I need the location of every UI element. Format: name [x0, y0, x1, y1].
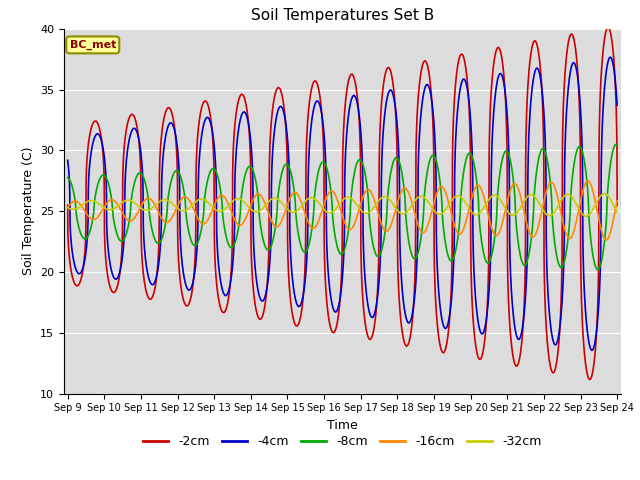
- -8cm: [612, 142, 620, 147]
- -32cm: [582, 214, 590, 219]
- Title: Soil Temperatures Set B: Soil Temperatures Set B: [251, 9, 434, 24]
- -32cm: [421, 195, 429, 201]
- -4cm: [164, 125, 172, 131]
- Line: -2cm: -2cm: [68, 27, 617, 380]
- -2cm: [64, 202, 72, 208]
- -2cm: [394, 161, 401, 167]
- Line: -4cm: -4cm: [68, 57, 617, 350]
- -2cm: [274, 85, 282, 91]
- -32cm: [613, 209, 621, 215]
- -16cm: [602, 237, 610, 243]
- -16cm: [394, 201, 401, 207]
- -16cm: [516, 189, 524, 195]
- Line: -16cm: -16cm: [68, 181, 617, 240]
- -4cm: [474, 316, 481, 322]
- -2cm: [474, 353, 481, 359]
- -8cm: [64, 175, 72, 180]
- X-axis label: Time: Time: [327, 419, 358, 432]
- -4cm: [64, 157, 72, 163]
- Text: BC_met: BC_met: [70, 40, 116, 50]
- -8cm: [421, 186, 429, 192]
- -2cm: [421, 58, 429, 64]
- -32cm: [474, 212, 481, 217]
- -32cm: [600, 191, 608, 197]
- Legend: -2cm, -4cm, -8cm, -16cm, -32cm: -2cm, -4cm, -8cm, -16cm, -32cm: [138, 430, 547, 453]
- -32cm: [516, 206, 524, 212]
- -4cm: [274, 109, 282, 115]
- -16cm: [613, 198, 621, 204]
- -2cm: [604, 24, 612, 30]
- -4cm: [516, 336, 524, 342]
- -2cm: [613, 202, 621, 208]
- -4cm: [606, 54, 614, 60]
- -8cm: [474, 188, 481, 193]
- -4cm: [613, 102, 621, 108]
- -16cm: [64, 204, 72, 210]
- -16cm: [474, 182, 481, 188]
- Line: -8cm: -8cm: [68, 144, 617, 270]
- -8cm: [594, 267, 602, 273]
- Line: -32cm: -32cm: [68, 194, 617, 216]
- -16cm: [274, 224, 282, 229]
- -2cm: [164, 106, 172, 111]
- -16cm: [584, 178, 592, 184]
- -32cm: [394, 207, 401, 213]
- -32cm: [274, 196, 282, 202]
- -32cm: [64, 205, 72, 211]
- -2cm: [516, 356, 524, 362]
- -8cm: [164, 201, 172, 207]
- -4cm: [588, 348, 596, 353]
- -4cm: [421, 85, 429, 91]
- -16cm: [164, 219, 172, 225]
- Y-axis label: Soil Temperature (C): Soil Temperature (C): [22, 147, 35, 276]
- -8cm: [394, 155, 401, 161]
- -32cm: [164, 197, 172, 203]
- -4cm: [394, 122, 401, 128]
- -2cm: [586, 377, 594, 383]
- -8cm: [613, 142, 621, 148]
- -16cm: [421, 228, 429, 234]
- -8cm: [516, 248, 524, 253]
- -8cm: [274, 197, 282, 203]
